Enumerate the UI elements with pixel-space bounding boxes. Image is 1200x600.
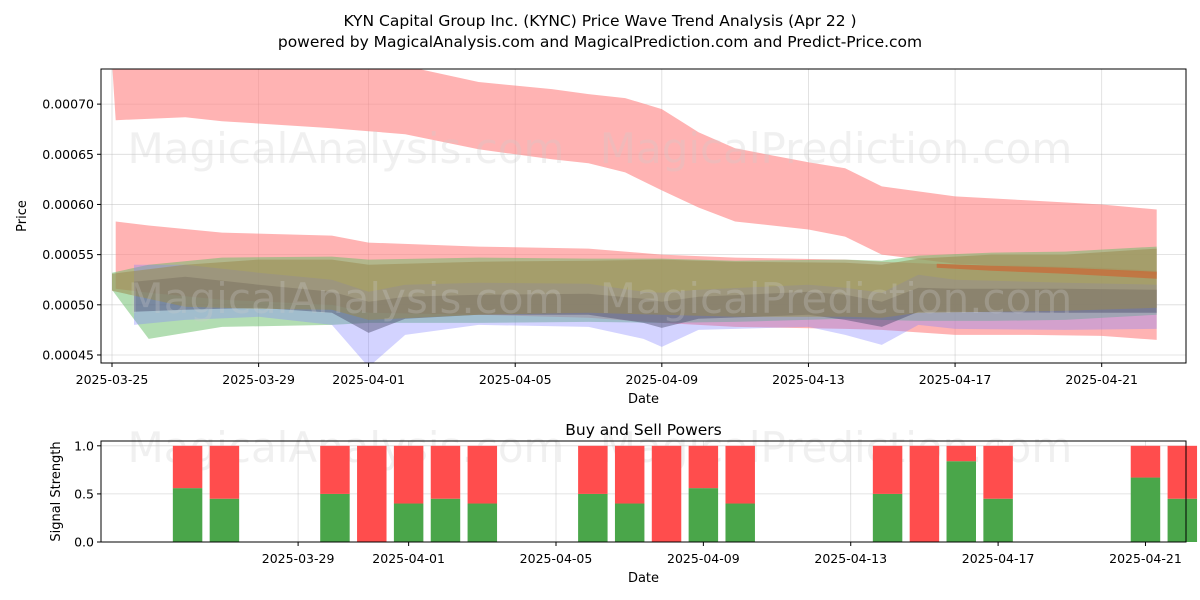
- main-ylabel: Price: [15, 200, 30, 232]
- buy-sell-plot: MagicalAnalysis.comMagicalPrediction.com…: [49, 421, 1198, 586]
- buy-bar-4: [393, 503, 424, 542]
- sell-bar-16: [1130, 445, 1161, 478]
- main-ytick-label-2: 0.00055: [42, 247, 94, 262]
- buy-bar-15: [983, 498, 1013, 542]
- main-xtick-label-4: 2025-04-09: [625, 372, 698, 387]
- buy-bar-6: [467, 503, 498, 542]
- main-ytick-label-0: 0.00045: [42, 347, 94, 362]
- buy-bar-14: [946, 461, 976, 542]
- sell-bar-12: [872, 445, 903, 494]
- sell-bar-6: [467, 445, 498, 504]
- main-xtick-label-5: 2025-04-13: [772, 372, 845, 387]
- main-xtick-label-6: 2025-04-17: [919, 372, 992, 387]
- main-xtick-label-3: 2025-04-05: [479, 372, 552, 387]
- main-xtick-label-1: 2025-03-29: [222, 372, 295, 387]
- price-wave-plot: MagicalAnalysis.com MagicalPrediction.com…: [15, 68, 1187, 407]
- main-xtick-label-0: 2025-03-25: [76, 372, 149, 387]
- bar-xtick-label-3: 2025-04-09: [667, 551, 740, 566]
- buy-bar-1: [209, 498, 240, 542]
- sell-bar-1: [209, 445, 240, 499]
- buy-bar-2: [320, 493, 350, 542]
- sell-bar-8: [614, 445, 645, 504]
- sell-bar-17: [1167, 445, 1198, 499]
- sell-bar-0: [172, 445, 203, 489]
- bar-xtick-label-2: 2025-04-05: [520, 551, 593, 566]
- watermark-analysis-2: MagicalAnalysis.com: [128, 274, 565, 323]
- buy-bar-17: [1167, 498, 1198, 542]
- chart-title-line2: powered by MagicalAnalysis.com and Magic…: [278, 33, 922, 51]
- buy-bar-12: [872, 493, 903, 542]
- main-ytick-label-3: 0.00060: [42, 197, 94, 212]
- sell-bar-2: [320, 445, 350, 494]
- buy-bar-10: [688, 488, 719, 542]
- main-ytick-label-5: 0.00070: [42, 97, 94, 112]
- sell-bar-11: [725, 445, 755, 504]
- sell-bar-7: [578, 445, 608, 494]
- series-orange-trend: [936, 263, 1157, 279]
- main-plot-frame: [100, 68, 1187, 364]
- sell-bar-9: [651, 445, 682, 542]
- sell-bar-10: [688, 445, 719, 489]
- main-ytick-label-1: 0.00050: [42, 297, 94, 312]
- bar-xtick-label-1: 2025-04-01: [372, 551, 445, 566]
- buy-bar-8: [614, 503, 645, 542]
- sell-bar-13: [909, 445, 940, 542]
- bar-ytick-label-2: 1.0: [74, 438, 94, 453]
- bar-ytick-label-0: 0.0: [74, 535, 94, 550]
- series-upper-red-band: [112, 69, 1157, 275]
- main-xlabel: Date: [628, 392, 659, 407]
- watermark-analysis-1: MagicalAnalysis.com: [128, 124, 565, 173]
- sell-bar-14: [946, 445, 976, 462]
- bar-xtick-label-5: 2025-04-17: [962, 551, 1035, 566]
- chart-title-line1: KYN Capital Group Inc. (KYNC) Price Wave…: [343, 12, 856, 30]
- bar-xtick-label-6: 2025-04-21: [1109, 551, 1182, 566]
- series-olive-band: [112, 248, 1157, 320]
- buy-bar-16: [1130, 477, 1161, 542]
- buy-bar-11: [725, 503, 755, 542]
- watermark-prediction-1: MagicalPrediction.com: [600, 124, 1073, 173]
- buy-bar-5: [430, 498, 461, 542]
- sell-bar-3: [357, 445, 387, 542]
- main-ytick-label-4: 0.00065: [42, 147, 94, 162]
- sell-bar-5: [430, 445, 461, 499]
- bar-xlabel: Date: [628, 571, 659, 586]
- bar-chart-title: Buy and Sell Powers: [565, 421, 722, 439]
- buy-bar-0: [172, 488, 203, 542]
- bar-xtick-label-0: 2025-03-29: [262, 551, 335, 566]
- buy-bar-7: [578, 493, 608, 542]
- band-layer: [112, 69, 1157, 363]
- sell-bar-4: [393, 445, 424, 504]
- main-xtick-label-2: 2025-04-01: [332, 372, 405, 387]
- bar-xtick-label-4: 2025-04-13: [814, 551, 887, 566]
- bar-ylabel: Signal Strength: [49, 441, 64, 541]
- bar-plot-frame: [100, 440, 1187, 543]
- bar-ytick-label-1: 0.5: [74, 486, 94, 501]
- main-xtick-label-7: 2025-04-21: [1065, 372, 1138, 387]
- sell-bar-15: [983, 445, 1013, 499]
- watermark-prediction-2: MagicalPrediction.com: [600, 274, 1073, 323]
